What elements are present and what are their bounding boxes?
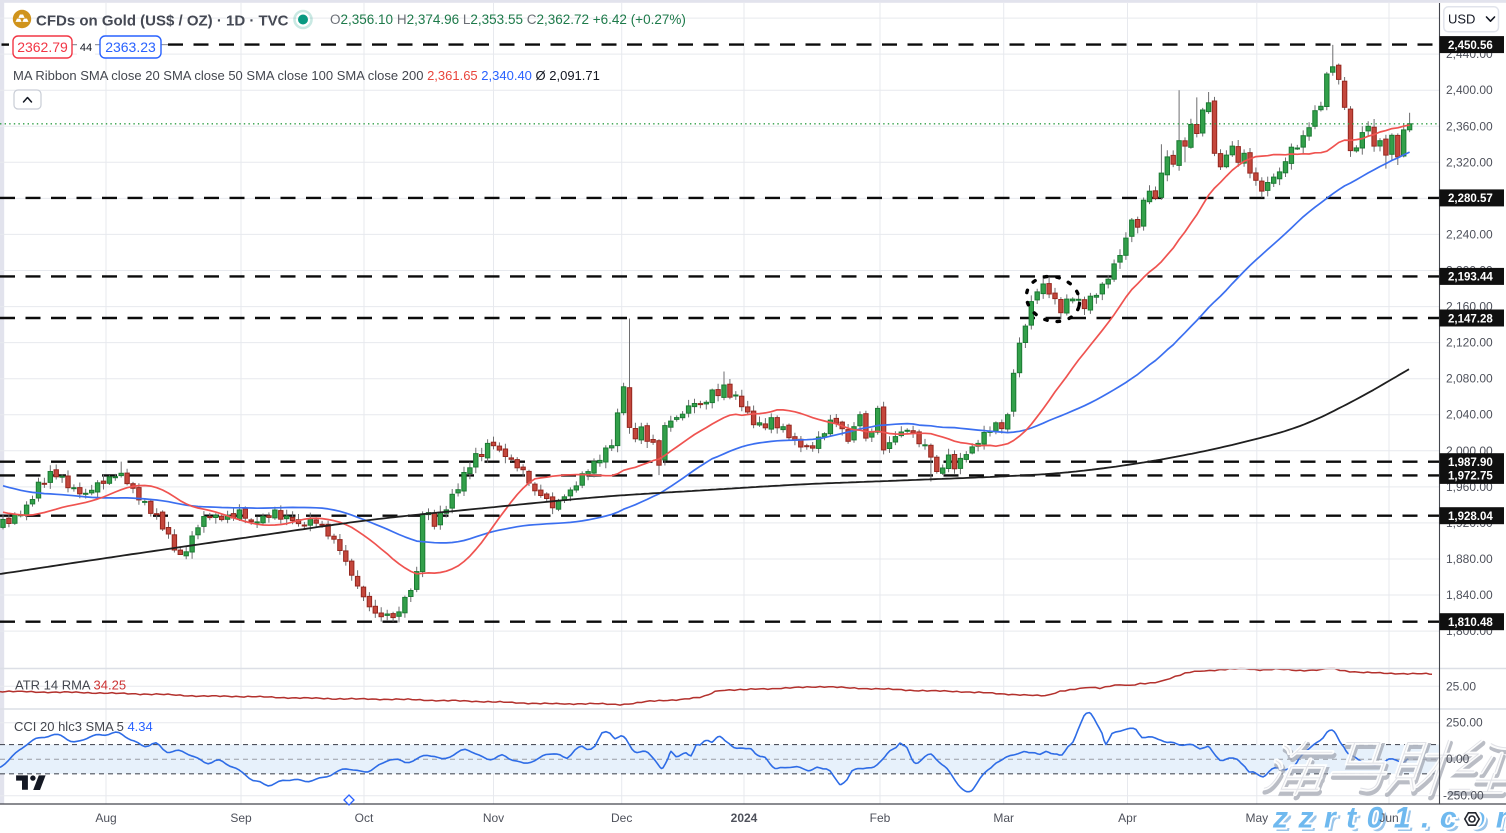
svg-text:Feb: Feb <box>870 811 891 825</box>
svg-text:2,400.00: 2,400.00 <box>1446 83 1493 97</box>
svg-text:Sep: Sep <box>230 811 252 825</box>
svg-text:2363.23: 2363.23 <box>105 39 156 55</box>
svg-text:250.00: 250.00 <box>1446 716 1483 730</box>
svg-text:2,040.00: 2,040.00 <box>1446 408 1493 422</box>
svg-text:2,360.00: 2,360.00 <box>1446 119 1493 133</box>
svg-text:Jun: Jun <box>1379 811 1398 825</box>
svg-text:1,928.04: 1,928.04 <box>1448 511 1493 523</box>
svg-text:O2,356.10 H2,374.96 L2,353.55: O2,356.10 H2,374.96 L2,353.55 C2,362.72 … <box>330 12 686 27</box>
svg-text:1,880.00: 1,880.00 <box>1446 552 1493 566</box>
svg-text:Nov: Nov <box>483 811 504 825</box>
svg-text:1,987.90: 1,987.90 <box>1448 457 1493 469</box>
svg-text:-250.00: -250.00 <box>1443 789 1484 803</box>
svg-text:2,147.28: 2,147.28 <box>1448 313 1493 325</box>
svg-text:2,320.00: 2,320.00 <box>1446 155 1493 169</box>
svg-text:2,240.00: 2,240.00 <box>1446 227 1493 241</box>
svg-text:1,810.48: 1,810.48 <box>1448 617 1493 629</box>
svg-text:USD: USD <box>1448 12 1475 27</box>
svg-text:2,193.44: 2,193.44 <box>1448 272 1493 284</box>
svg-text:0.00: 0.00 <box>1446 752 1470 766</box>
svg-text:2,280.57: 2,280.57 <box>1448 193 1493 205</box>
svg-text:2,080.00: 2,080.00 <box>1446 372 1493 386</box>
svg-text:Mar: Mar <box>993 811 1014 825</box>
svg-text:2,120.00: 2,120.00 <box>1446 336 1493 350</box>
svg-text:Aug: Aug <box>95 811 116 825</box>
svg-text:Dec: Dec <box>611 811 632 825</box>
svg-text:MA Ribbon SMA close 20 SMA clo: MA Ribbon SMA close 20 SMA close 50 SMA … <box>13 68 600 83</box>
svg-text:44: 44 <box>80 42 92 54</box>
svg-text:2362.79: 2362.79 <box>17 39 68 55</box>
svg-text:Apr: Apr <box>1118 811 1137 825</box>
svg-text:2024: 2024 <box>731 811 758 825</box>
svg-text:CFDs on Gold (US$ / OZ) · 1D ·: CFDs on Gold (US$ / OZ) · 1D · TVC <box>36 13 289 30</box>
svg-text:ATR 14 RMA 34.25: ATR 14 RMA 34.25 <box>15 678 126 693</box>
svg-text:CCI 20 hlc3 SMA 5 4.34: CCI 20 hlc3 SMA 5 4.34 <box>14 719 153 734</box>
svg-text:2,450.56: 2,450.56 <box>1448 40 1493 52</box>
svg-text:May: May <box>1245 811 1268 825</box>
svg-text:1,972.75: 1,972.75 <box>1448 471 1493 483</box>
svg-text:1,840.00: 1,840.00 <box>1446 588 1493 602</box>
svg-text:25.00: 25.00 <box>1446 679 1476 693</box>
svg-text:Oct: Oct <box>355 811 374 825</box>
